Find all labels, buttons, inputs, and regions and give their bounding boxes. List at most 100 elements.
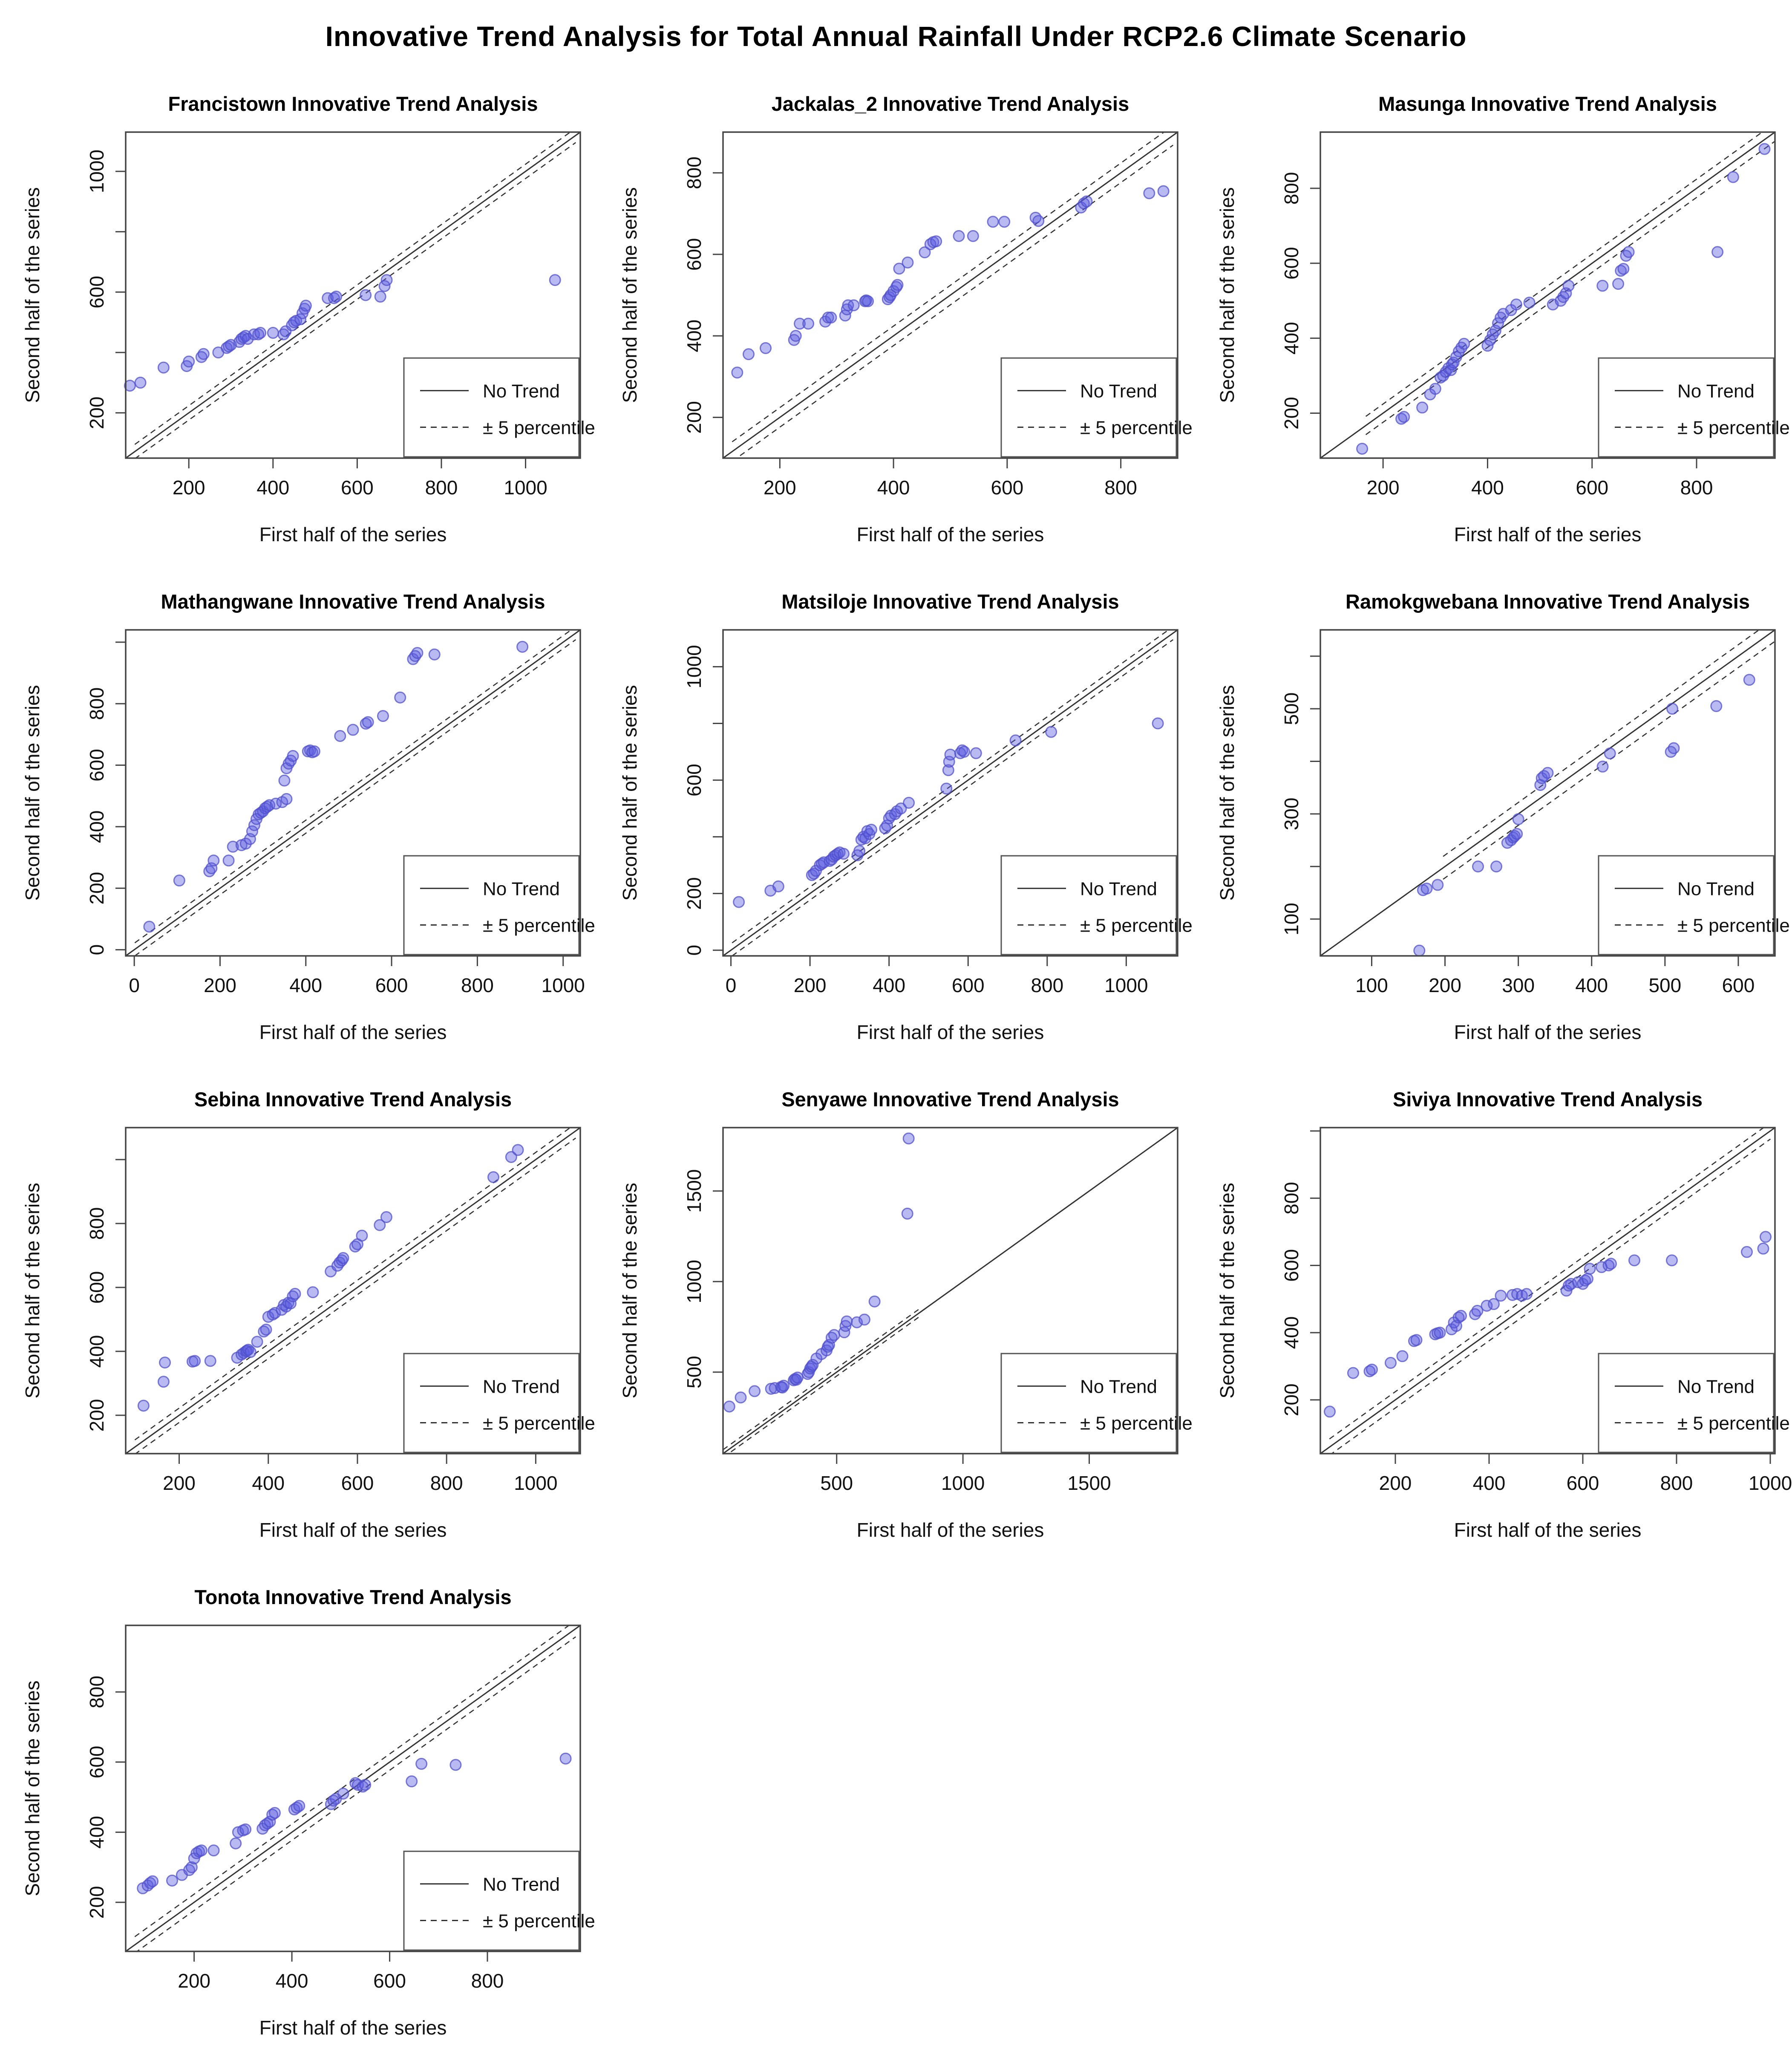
y-tick-label: 400 bbox=[1280, 322, 1302, 355]
subplot-title: Francistown Innovative Trend Analysis bbox=[168, 92, 538, 115]
x-tick-label: 200 bbox=[1367, 476, 1400, 499]
data-point bbox=[1760, 1231, 1772, 1243]
y-tick-label: 600 bbox=[683, 764, 705, 796]
data-point bbox=[415, 1757, 428, 1770]
no-trend-line bbox=[126, 1128, 580, 1454]
x-tick-label: 400 bbox=[276, 1970, 308, 1992]
data-point bbox=[1582, 1273, 1593, 1285]
data-point bbox=[1596, 760, 1609, 773]
y-tick-label: 200 bbox=[86, 1399, 108, 1432]
legend-box bbox=[403, 1850, 580, 1951]
data-point bbox=[269, 1307, 281, 1319]
chart-masunga: Masunga Innovative Trend Analysis 200 400 6… bbox=[1216, 92, 1790, 545]
no-trend-line bbox=[126, 132, 580, 458]
data-point bbox=[1565, 1278, 1577, 1290]
data-point bbox=[300, 300, 312, 312]
y-tick-label: 800 bbox=[683, 156, 705, 189]
data-point bbox=[1511, 828, 1523, 840]
y-tick-label: 0 bbox=[683, 945, 705, 956]
data-point bbox=[244, 1346, 256, 1358]
data-point bbox=[334, 730, 346, 742]
x-tick-label: 200 bbox=[1429, 974, 1461, 996]
no-trend-line bbox=[1320, 1128, 1775, 1454]
x-tick-label: 200 bbox=[178, 1970, 210, 1992]
legend-no-trend-label: No Trend bbox=[1080, 879, 1157, 900]
data-point bbox=[406, 1775, 418, 1788]
data-point bbox=[1562, 280, 1575, 292]
legend: No Trend ± 5 percentile bbox=[1000, 1353, 1193, 1453]
data-point bbox=[287, 750, 299, 762]
x-tick-label: 1000 bbox=[1104, 974, 1148, 996]
scatter-points bbox=[124, 274, 561, 392]
chart-mathangwane: Mathangwane Innovative Trend Analysis 0 20… bbox=[21, 590, 595, 1043]
y-tick-label: 200 bbox=[1280, 397, 1302, 430]
no-trend-line bbox=[1320, 630, 1775, 956]
chart-cell-tonota: Tonota Innovative Trend Analysis 200 400 60… bbox=[0, 1566, 597, 2063]
legend-no-trend-label: No Trend bbox=[1080, 381, 1157, 402]
x-tick-label: 600 bbox=[952, 974, 985, 996]
data-point bbox=[865, 823, 877, 836]
legend-box bbox=[1598, 357, 1775, 458]
data-point bbox=[1481, 340, 1494, 352]
data-point bbox=[919, 246, 931, 259]
x-tick-label: 1000 bbox=[941, 1472, 985, 1494]
data-point bbox=[967, 230, 979, 242]
data-point bbox=[953, 230, 965, 242]
x-axis-label: First half of the series bbox=[1454, 1021, 1642, 1043]
y-tick-label: 400 bbox=[683, 320, 705, 352]
data-point bbox=[143, 921, 156, 933]
y-tick-label: 800 bbox=[86, 1676, 108, 1708]
subplot-title: Sebina Innovative Trend Analysis bbox=[194, 1088, 512, 1111]
data-point bbox=[380, 1211, 392, 1223]
scatter-points bbox=[1356, 143, 1771, 455]
data-point bbox=[239, 1823, 252, 1835]
data-point bbox=[347, 724, 359, 736]
data-point bbox=[516, 641, 529, 653]
data-point bbox=[902, 257, 914, 268]
data-point bbox=[1666, 703, 1679, 715]
data-point bbox=[1617, 263, 1630, 275]
upper-percentile-line bbox=[732, 132, 1165, 442]
y-tick-label: 500 bbox=[1280, 693, 1302, 725]
x-tick-label: 100 bbox=[1355, 974, 1388, 996]
legend-box bbox=[1598, 855, 1775, 955]
legend-box bbox=[1000, 855, 1177, 955]
legend-percentile-label: ± 5 percentile bbox=[1677, 1413, 1790, 1434]
y-tick-label: 200 bbox=[86, 872, 108, 905]
data-point bbox=[1420, 883, 1433, 895]
data-point bbox=[958, 746, 970, 758]
data-point bbox=[1523, 297, 1536, 309]
chart-senyawe: Senyawe Innovative Trend Analysis 500 1000… bbox=[619, 1088, 1193, 1541]
no-trend-line bbox=[126, 630, 580, 956]
y-tick-label: 200 bbox=[86, 396, 108, 429]
data-point bbox=[1492, 317, 1504, 329]
lower-percentile-line bbox=[134, 639, 576, 956]
data-point bbox=[944, 748, 957, 761]
trend-lines bbox=[126, 132, 580, 458]
x-tick-label: 800 bbox=[461, 974, 494, 996]
data-point bbox=[267, 327, 279, 339]
legend-percentile-label: ± 5 percentile bbox=[1080, 1413, 1193, 1434]
data-point bbox=[1429, 383, 1441, 395]
data-point bbox=[987, 216, 999, 228]
data-point bbox=[166, 1874, 178, 1887]
y-tick-label: 100 bbox=[1280, 903, 1302, 935]
data-point bbox=[731, 366, 743, 379]
x-tick-label: 400 bbox=[1575, 974, 1608, 996]
legend-box bbox=[1598, 1353, 1775, 1453]
y-tick-label: 400 bbox=[86, 1816, 108, 1849]
trend-lines bbox=[126, 630, 580, 956]
chart-cell-francistown: Francistown Innovative Trend Analysis 200… bbox=[0, 72, 597, 570]
x-tick-label: 800 bbox=[1104, 476, 1137, 499]
scatter-points bbox=[723, 1132, 915, 1413]
trend-lines bbox=[723, 1128, 1178, 1454]
data-point bbox=[1758, 143, 1771, 155]
data-point bbox=[825, 312, 837, 324]
plot-box bbox=[125, 1127, 581, 1454]
data-point bbox=[902, 1132, 915, 1145]
data-point bbox=[1080, 195, 1093, 208]
plot-box bbox=[1320, 1127, 1776, 1454]
x-tick-label: 800 bbox=[1680, 476, 1713, 499]
lower-percentile-line bbox=[1365, 141, 1775, 435]
y-axis-label: Second half of the series bbox=[21, 1183, 43, 1398]
